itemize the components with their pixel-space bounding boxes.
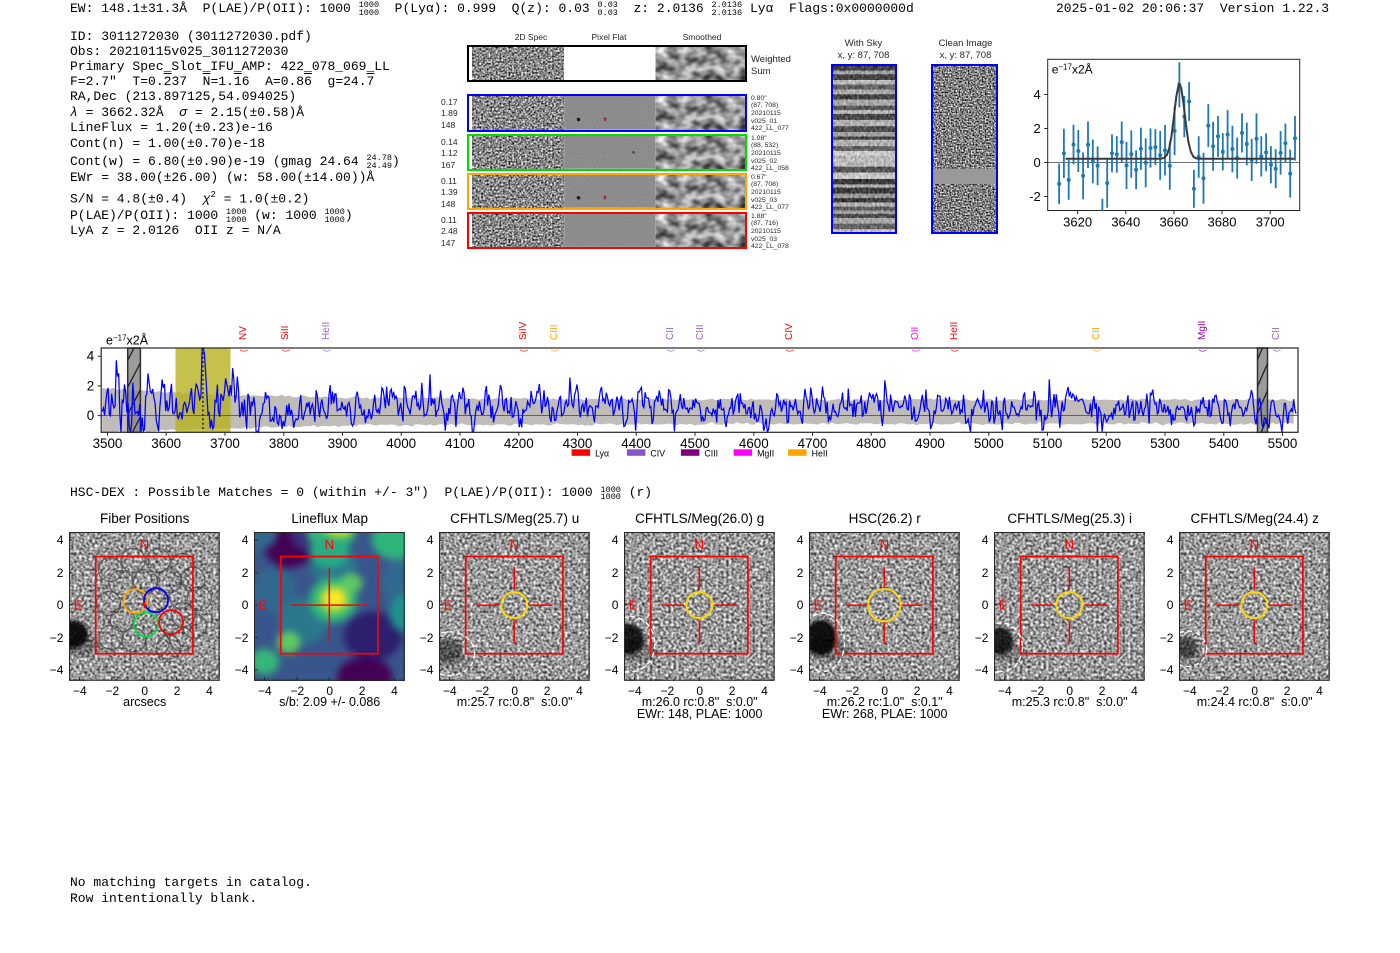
svg-text:5400: 5400 bbox=[1209, 436, 1239, 451]
svg-text:4900: 4900 bbox=[915, 436, 945, 451]
svg-text:-2: -2 bbox=[1030, 189, 1041, 204]
svg-text:3680: 3680 bbox=[1208, 215, 1237, 230]
svg-text:(: ( bbox=[322, 349, 331, 352]
svg-text:CIII: CIII bbox=[704, 448, 718, 458]
svg-text:4000: 4000 bbox=[386, 436, 416, 451]
svg-text:(: ( bbox=[1272, 349, 1281, 352]
svg-text:CII: CII bbox=[1271, 327, 1282, 340]
svg-text:5100: 5100 bbox=[1033, 436, 1063, 451]
svg-text:(: ( bbox=[911, 349, 920, 352]
svg-text:2: 2 bbox=[1033, 121, 1040, 136]
svg-text:N: N bbox=[140, 537, 149, 552]
svg-text:(: ( bbox=[239, 349, 248, 352]
svg-text:4100: 4100 bbox=[445, 436, 475, 451]
svg-text:2: 2 bbox=[87, 378, 94, 393]
svg-text:3700: 3700 bbox=[210, 436, 240, 451]
svg-text:(: ( bbox=[666, 349, 675, 352]
svg-text:E: E bbox=[1184, 598, 1193, 613]
svg-text:3500: 3500 bbox=[93, 436, 123, 451]
svg-text:HeII: HeII bbox=[949, 322, 960, 340]
svg-text:(: ( bbox=[785, 349, 794, 352]
svg-text:e−17x2Å: e−17x2Å bbox=[1052, 61, 1093, 76]
svg-text:4300: 4300 bbox=[563, 436, 593, 451]
svg-text:0: 0 bbox=[1033, 155, 1040, 170]
svg-text:4200: 4200 bbox=[504, 436, 534, 451]
svg-text:5300: 5300 bbox=[1150, 436, 1180, 451]
svg-text:(: ( bbox=[519, 349, 528, 352]
svg-text:E: E bbox=[999, 598, 1008, 613]
svg-text:CIII: CIII bbox=[695, 324, 706, 340]
svg-text:3620: 3620 bbox=[1063, 215, 1092, 230]
svg-text:4: 4 bbox=[87, 349, 95, 364]
svg-text:e−17x2Å: e−17x2Å bbox=[106, 333, 149, 348]
svg-text:5200: 5200 bbox=[1091, 436, 1121, 451]
svg-text:SiIV: SiIV bbox=[518, 321, 529, 340]
svg-text:3900: 3900 bbox=[328, 436, 358, 451]
svg-text:3800: 3800 bbox=[269, 436, 299, 451]
svg-text:4700: 4700 bbox=[798, 436, 828, 451]
svg-text:4800: 4800 bbox=[856, 436, 886, 451]
svg-text:3600: 3600 bbox=[151, 436, 181, 451]
svg-text:5000: 5000 bbox=[974, 436, 1004, 451]
svg-text:Lyα: Lyα bbox=[595, 448, 609, 458]
svg-text:N: N bbox=[1250, 537, 1259, 552]
svg-text:E: E bbox=[259, 598, 268, 613]
svg-text:5500: 5500 bbox=[1268, 436, 1298, 451]
svg-text:(: ( bbox=[1198, 349, 1207, 352]
svg-text:(: ( bbox=[281, 349, 290, 352]
svg-text:3640: 3640 bbox=[1111, 215, 1140, 230]
svg-text:OII: OII bbox=[910, 327, 921, 340]
svg-text:CIII: CIII bbox=[549, 324, 560, 340]
svg-text:N: N bbox=[510, 537, 519, 552]
svg-text:MgII: MgII bbox=[757, 448, 774, 458]
svg-text:CIV: CIV bbox=[784, 323, 795, 340]
svg-text:E: E bbox=[814, 598, 823, 613]
svg-text:(: ( bbox=[696, 349, 705, 352]
svg-text:(: ( bbox=[950, 349, 959, 352]
svg-text:E: E bbox=[444, 598, 453, 613]
svg-text:HeII: HeII bbox=[321, 322, 332, 340]
svg-text:N: N bbox=[1065, 537, 1074, 552]
svg-text:4600: 4600 bbox=[739, 436, 769, 451]
svg-text:E: E bbox=[74, 598, 83, 613]
svg-text:3700: 3700 bbox=[1256, 215, 1285, 230]
svg-text:(: ( bbox=[1092, 349, 1101, 352]
svg-text:E: E bbox=[629, 598, 638, 613]
svg-text:3660: 3660 bbox=[1159, 215, 1188, 230]
svg-text:MgII: MgII bbox=[1197, 321, 1208, 340]
svg-text:N: N bbox=[880, 537, 889, 552]
svg-text:N: N bbox=[325, 537, 334, 552]
svg-text:0: 0 bbox=[87, 408, 94, 423]
svg-text:CII: CII bbox=[665, 327, 676, 340]
svg-text:SiII: SiII bbox=[280, 326, 291, 340]
svg-text:N: N bbox=[695, 537, 704, 552]
svg-text:NV: NV bbox=[238, 326, 249, 340]
svg-text:4: 4 bbox=[1033, 87, 1040, 102]
svg-text:CII: CII bbox=[1091, 327, 1102, 340]
svg-text:HeII: HeII bbox=[812, 448, 828, 458]
svg-text:4400: 4400 bbox=[621, 436, 651, 451]
svg-text:4500: 4500 bbox=[680, 436, 710, 451]
svg-text:(: ( bbox=[550, 349, 559, 352]
svg-text:CIV: CIV bbox=[650, 448, 665, 458]
